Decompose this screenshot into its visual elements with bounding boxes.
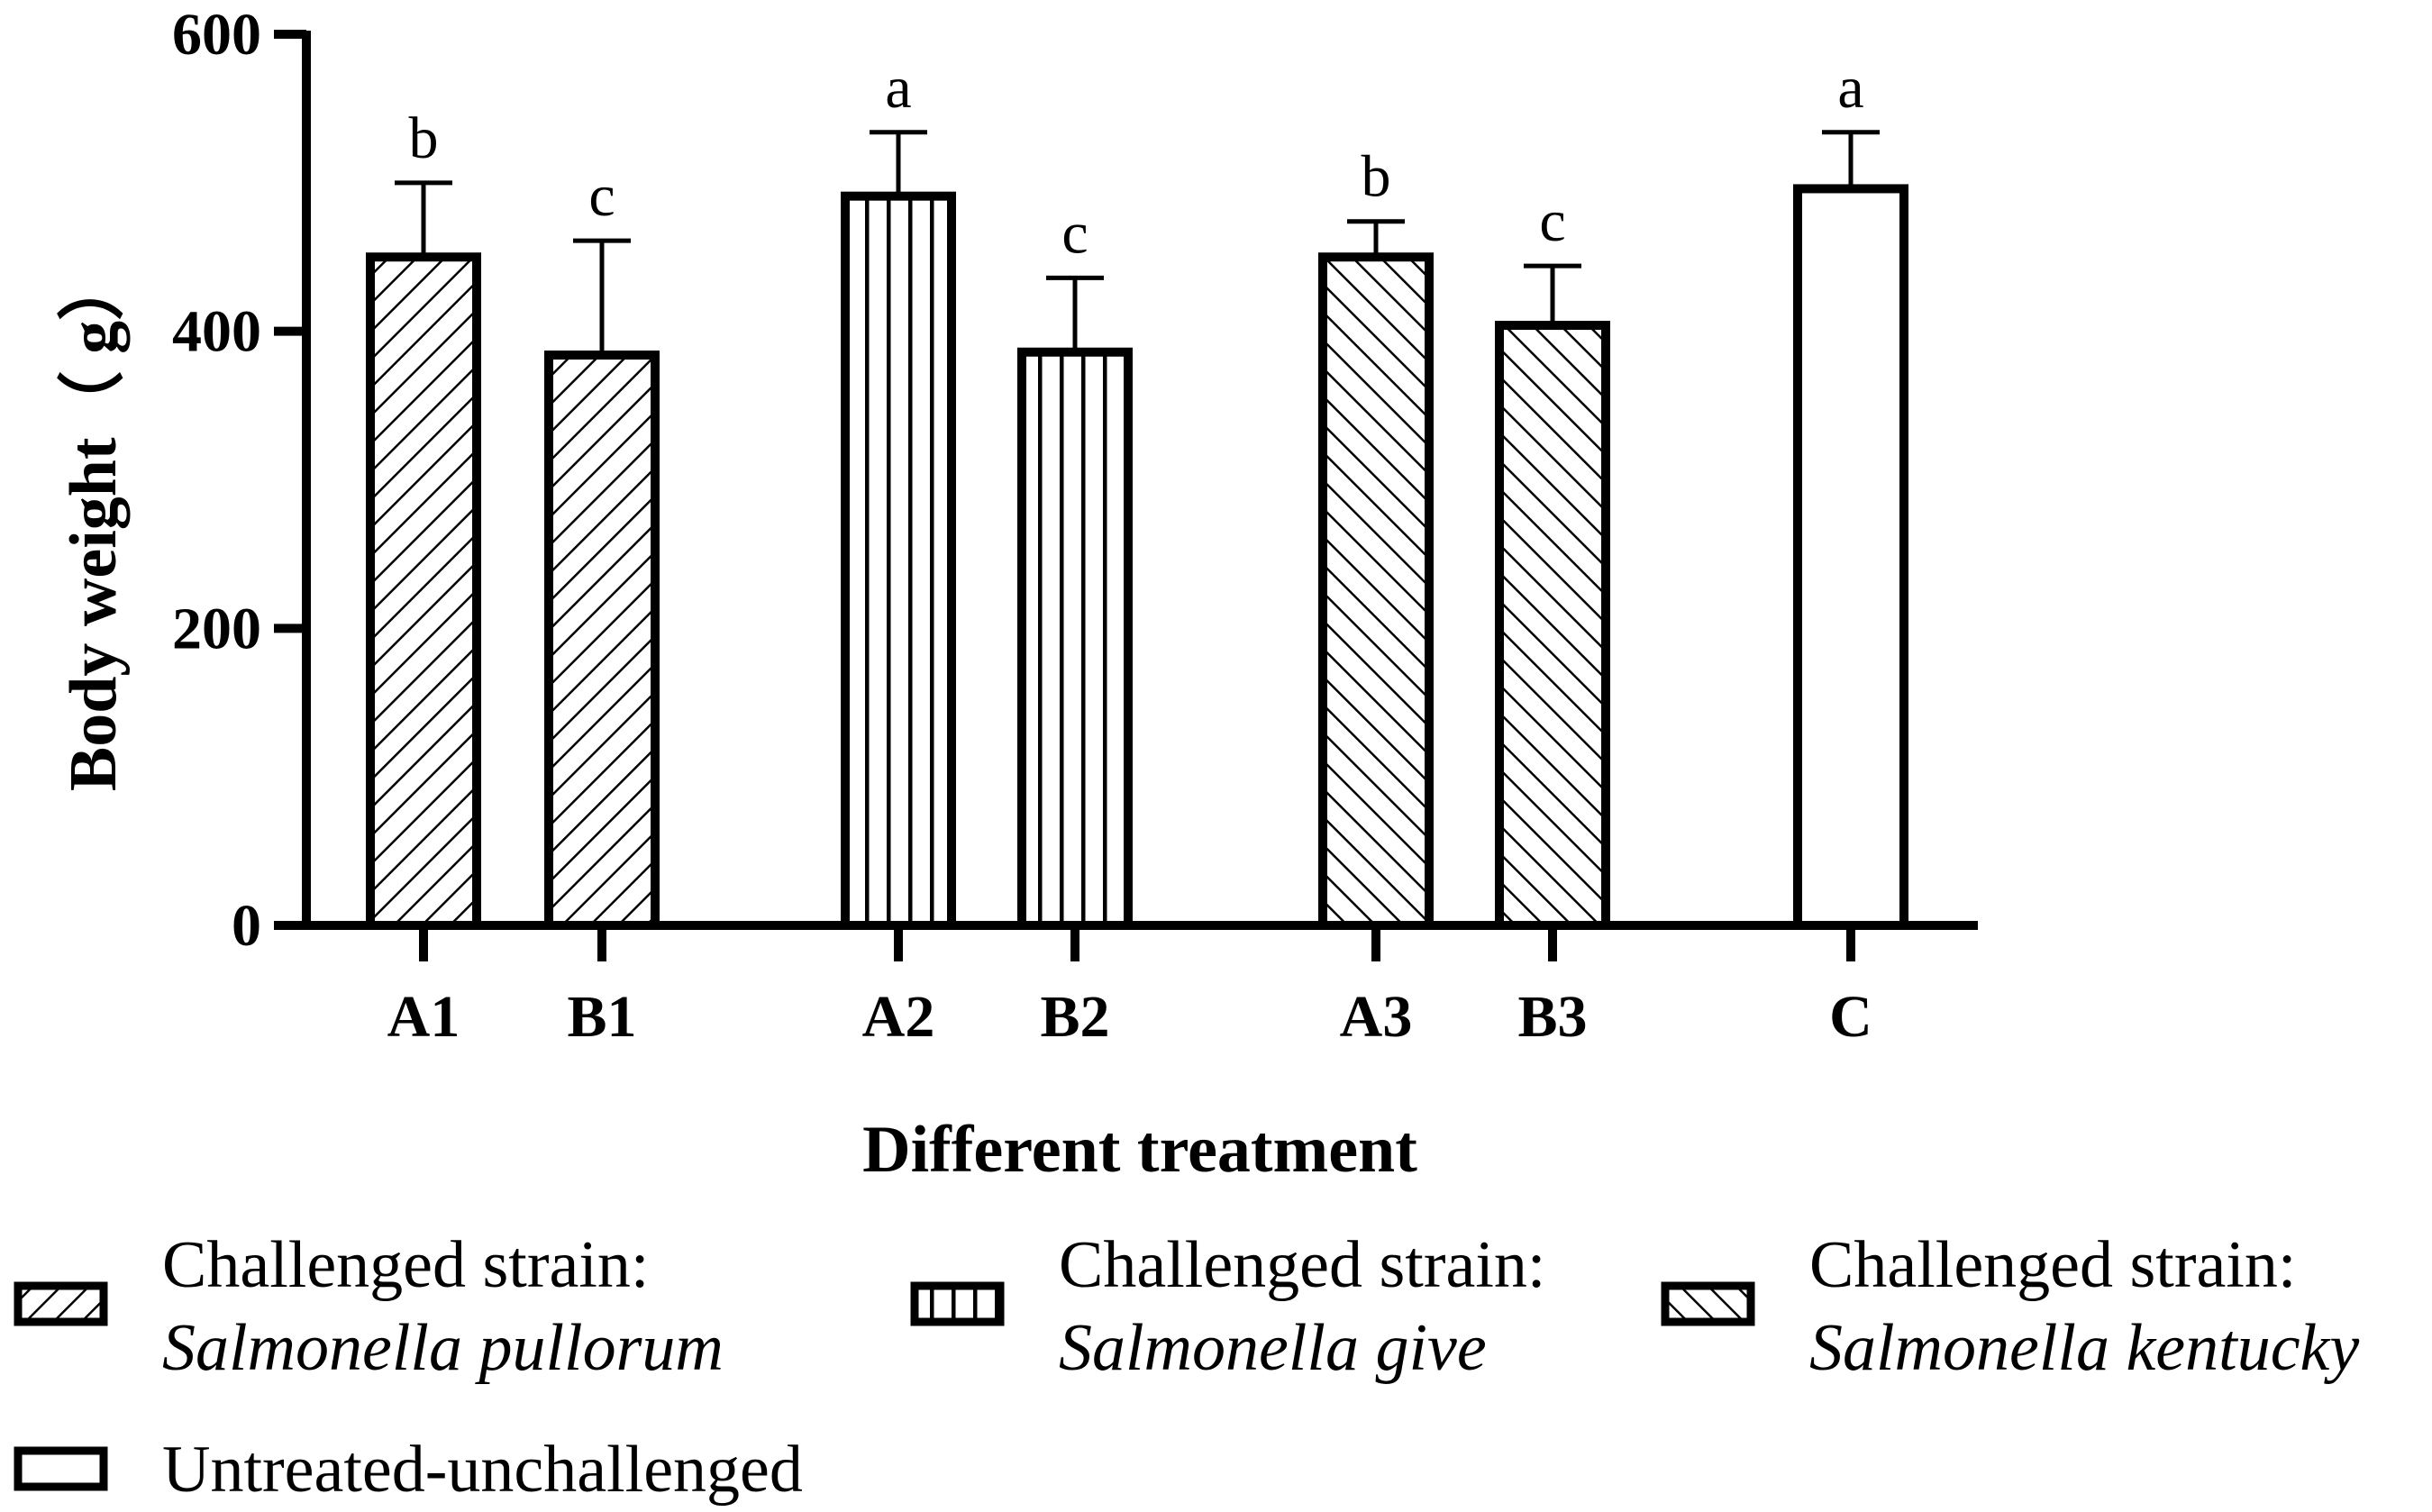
legend-swatch-control bbox=[14, 1446, 108, 1491]
y-tick-label: 0 bbox=[232, 893, 261, 959]
x-tick-label: A3 bbox=[1340, 984, 1413, 1050]
legend-label: Challenged strain: bbox=[162, 1228, 649, 1302]
bar-A1 bbox=[366, 252, 481, 930]
bars: b c a c b c a bbox=[366, 55, 1908, 931]
bar-C bbox=[1793, 184, 1908, 930]
legend-swatch-kentucky bbox=[1661, 1281, 1755, 1326]
x-tick-label: A1 bbox=[387, 984, 460, 1050]
y-tick-label: 200 bbox=[172, 596, 261, 661]
legend-label-species: Salmonella kentucky bbox=[1809, 1311, 2359, 1385]
x-tick-label: A2 bbox=[862, 984, 935, 1050]
x-tick-label: B3 bbox=[1517, 984, 1587, 1050]
significance-label: a bbox=[885, 55, 911, 121]
significance-label: b bbox=[409, 105, 439, 171]
significance-label: a bbox=[1837, 55, 1863, 121]
significance-label: c bbox=[588, 163, 615, 229]
legend-label: Challenged strain: bbox=[1809, 1228, 2296, 1302]
x-tick-label: C bbox=[1829, 984, 1872, 1050]
legend-swatch-pullorum bbox=[14, 1281, 108, 1326]
significance-label: c bbox=[1061, 200, 1088, 266]
legend-swatch-give bbox=[910, 1281, 1005, 1326]
significance-label: c bbox=[1539, 188, 1565, 254]
bar-B2 bbox=[1017, 347, 1133, 930]
bar-B1 bbox=[544, 351, 660, 931]
y-tick-label: 600 bbox=[172, 2, 261, 68]
bar-B3 bbox=[1495, 321, 1610, 931]
legend: Challenged strain: Salmonella pullorum Cha… bbox=[14, 1228, 2359, 1507]
legend-label-species: Salmonella pullorum bbox=[162, 1311, 724, 1385]
legend-label: Challenged strain: bbox=[1059, 1228, 1545, 1302]
y-axis-title: Body weight（ g） bbox=[57, 254, 131, 791]
legend-label-species: Salmonella give bbox=[1059, 1311, 1487, 1385]
x-tick-label: B1 bbox=[567, 984, 636, 1050]
bar-A3 bbox=[1318, 252, 1434, 930]
significance-label: b bbox=[1362, 144, 1391, 210]
y-tick-label: 400 bbox=[172, 299, 261, 365]
bar-A2 bbox=[841, 191, 956, 930]
x-tick-label: B2 bbox=[1040, 984, 1109, 1050]
legend-label: Untreated-unchallenged bbox=[162, 1433, 803, 1507]
x-axis-title: Different treatment bbox=[862, 1113, 1417, 1187]
